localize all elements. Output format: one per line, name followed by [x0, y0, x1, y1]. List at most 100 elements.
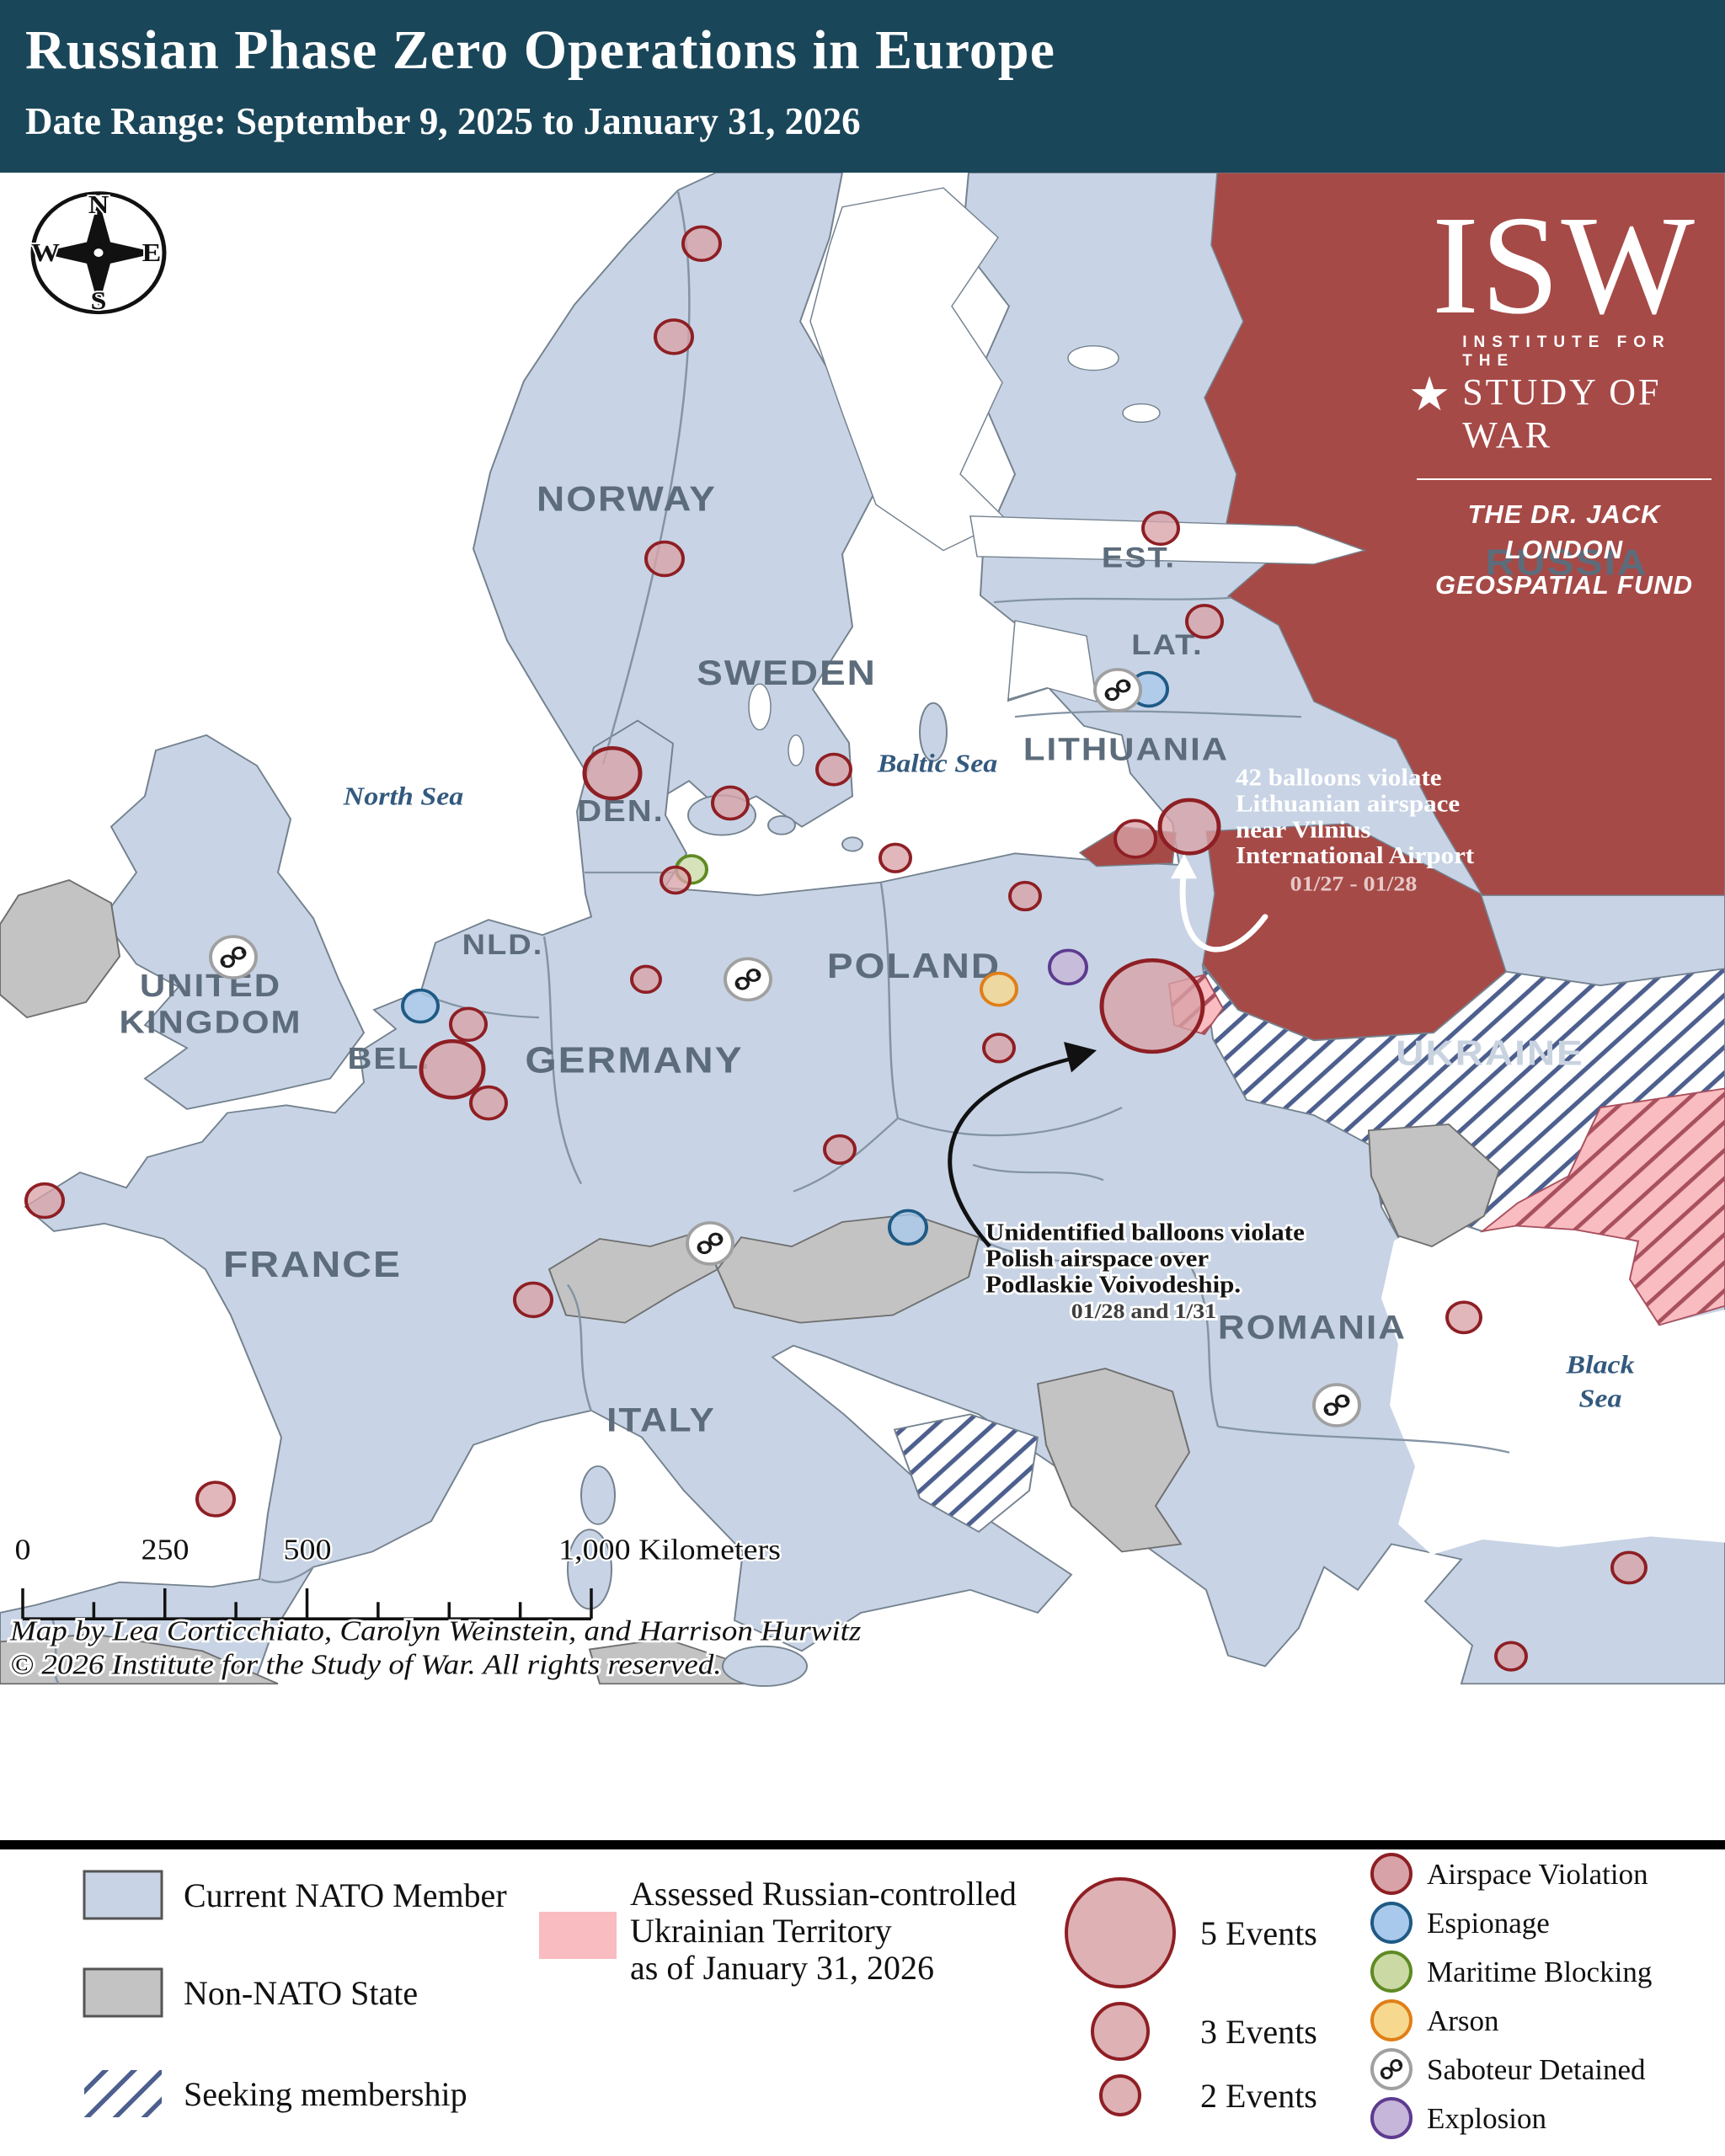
- airspace-violation-marker: [654, 318, 694, 355]
- legend-swatch-non_nato: [83, 1967, 163, 2018]
- isw-logo: ISW ★ INSTITUTE FOR THE STUDY OF WAR THE…: [1408, 195, 1720, 603]
- saboteur-detained-marker: [724, 957, 772, 1002]
- podlaskie-arrow: [948, 1056, 1072, 1248]
- region-moldova: [1367, 1123, 1501, 1247]
- airspace-violation-marker: [1099, 958, 1205, 1054]
- legend-type-label-espionage: Espionage: [1427, 1907, 1550, 1940]
- legend-label-controlled-territory: as of January 31, 2026: [630, 1949, 934, 1987]
- header-bar: Russian Phase Zero Operations in Europe …: [0, 0, 1725, 173]
- legend-type-circle-explosion: [1370, 2097, 1413, 2139]
- legend-background: [0, 1849, 1725, 2156]
- credit-copyright: © 2026 Institute for the Study of War. A…: [10, 1649, 722, 1680]
- page-title: Russian Phase Zero Operations in Europe: [25, 19, 1055, 81]
- island-gotland: [919, 702, 948, 762]
- saboteur-detained-marker: [209, 935, 258, 979]
- legend-saboteur-icon: [1370, 2048, 1413, 2090]
- scalebar-label: 500: [284, 1534, 332, 1566]
- legend-label-non_nato: Non-NATO State: [184, 1974, 418, 2012]
- country-label-lithuania: LITHUANIA: [1023, 733, 1229, 768]
- airspace-violation-marker: [1494, 1641, 1528, 1672]
- fund-line-2: GEOSPATIAL FUND: [1434, 570, 1694, 600]
- country-label-ukraine: UKRAINE: [1396, 1033, 1583, 1073]
- saboteur-detained-marker: [1312, 1383, 1361, 1428]
- airspace-violation-marker: [1185, 603, 1224, 639]
- annotation-vilnius-date: 01/27 - 01/28: [1290, 872, 1418, 895]
- legend-size-circle: [1099, 2074, 1141, 2116]
- annotation-podlaskie: Unidentified balloons violate Polish airs…: [985, 1220, 1305, 1298]
- legend-type-circle-espionage: [1370, 1902, 1413, 1944]
- region-bosnia: [893, 1413, 1039, 1534]
- credits: Map by Lea Corticchiato, Carolyn Weinste…: [7, 1613, 863, 1683]
- lake: [1067, 345, 1119, 371]
- podlaskie-arrowhead: [1064, 1042, 1097, 1073]
- map-bottom-border: [0, 1840, 1725, 1849]
- legend-size-circle: [1065, 1877, 1176, 1988]
- compass-letters: N E S W: [29, 189, 163, 318]
- isw-institute-bottom: STUDY OF WAR: [1462, 371, 1662, 456]
- handcuffs-icon: [697, 1232, 724, 1255]
- sea-label-black: Black: [1565, 1351, 1634, 1380]
- lake: [788, 734, 804, 766]
- country-label-poland: POLAND: [827, 947, 1001, 986]
- country-label-nld: NLD.: [462, 928, 544, 961]
- gulf-of-riga: [1007, 620, 1097, 702]
- legend-size-circle: [1091, 2002, 1150, 2061]
- country-label-kingdom: KINGDOM: [120, 1005, 302, 1040]
- airspace-violation-marker: [449, 1006, 488, 1043]
- compass-west: W: [31, 239, 60, 268]
- europe-map: N E S W North Sea Baltic Sea Black Sea NORWAY S…: [0, 173, 1725, 1687]
- credit-authors: Map by Lea Corticchiato, Carolyn Weinste…: [9, 1615, 862, 1646]
- legend-label-seeking: Seeking membership: [184, 2075, 467, 2113]
- airspace-violation-marker: [1445, 1300, 1482, 1335]
- compass-east: E: [142, 239, 162, 268]
- legend-type-label-arson: Arson: [1427, 2004, 1499, 2037]
- country-labels: NORWAY SWEDEN RUSSIA EST. LAT. LITHUANIA DEN. U…: [120, 479, 1647, 1438]
- legend-type-label-maritime_blocking: Maritime Blocking: [1427, 1956, 1652, 1988]
- lake: [1122, 403, 1161, 423]
- black-sea: [1381, 1215, 1725, 1556]
- legend-swatch-seeking: [84, 2070, 162, 2117]
- sea-label-balticsea: Baltic Sea: [877, 750, 998, 778]
- scalebar-label: 0: [15, 1534, 31, 1566]
- country-label-lat: LAT.: [1131, 627, 1203, 660]
- lake: [748, 683, 772, 731]
- annotation-vilnius: 42 balloons violate Lithuanian airspace ne…: [1236, 766, 1474, 869]
- airspace-violation-marker: [644, 540, 685, 578]
- vilnius-arrow: [1179, 873, 1268, 953]
- handcuffs-icon: [1104, 679, 1131, 702]
- handcuffs-icon: [220, 946, 247, 969]
- airspace-violation-marker: [469, 1085, 508, 1121]
- airspace-violation-marker: [879, 842, 912, 873]
- logo-divider: [1417, 478, 1712, 480]
- airspace-violation-marker: [1141, 510, 1180, 547]
- island-sicily: [722, 1645, 808, 1687]
- legend-size-label: 2 Events: [1200, 2077, 1317, 2115]
- date-range-subtitle: Date Range: September 9, 2025 to January…: [25, 100, 861, 142]
- country-label-romania: ROMANIA: [1218, 1309, 1407, 1347]
- airspace-violation-marker: [681, 225, 722, 263]
- region-united-kingdom: [101, 734, 366, 1110]
- legend-type-circle-maritime_blocking: [1370, 1951, 1413, 1993]
- country-label-sweden: SWEDEN: [697, 654, 877, 693]
- region-north-africa-west: [0, 1633, 279, 1685]
- country-label-den: DEN.: [577, 794, 665, 829]
- handcuffs-icon: [1380, 2059, 1403, 2079]
- island-corsica: [580, 1465, 616, 1525]
- event-markers: [24, 225, 1648, 1672]
- country-borders: [51, 191, 1510, 1685]
- region-russia: [1204, 173, 1725, 896]
- scalebar-label: 1,000 Kilometers: [558, 1534, 781, 1566]
- country-label-est: EST.: [1102, 541, 1176, 574]
- legend-label-controlled-territory: Assessed Russian-controlled: [630, 1875, 1017, 1913]
- country-label-bel: BEL.: [347, 1042, 430, 1076]
- vilnius-arrowhead: [1171, 854, 1197, 879]
- country-label-france: FRANCE: [223, 1244, 402, 1284]
- airspace-violation-marker: [1114, 819, 1157, 859]
- airspace-violation-marker: [815, 752, 852, 787]
- island-funen: [767, 815, 796, 835]
- country-label-united: UNITED: [140, 969, 281, 1004]
- airspace-violation-marker: [982, 1033, 1016, 1064]
- arson-marker: [980, 971, 1018, 1007]
- legend: Current NATO Member Non-NATO State Seeking…: [0, 1849, 1725, 2156]
